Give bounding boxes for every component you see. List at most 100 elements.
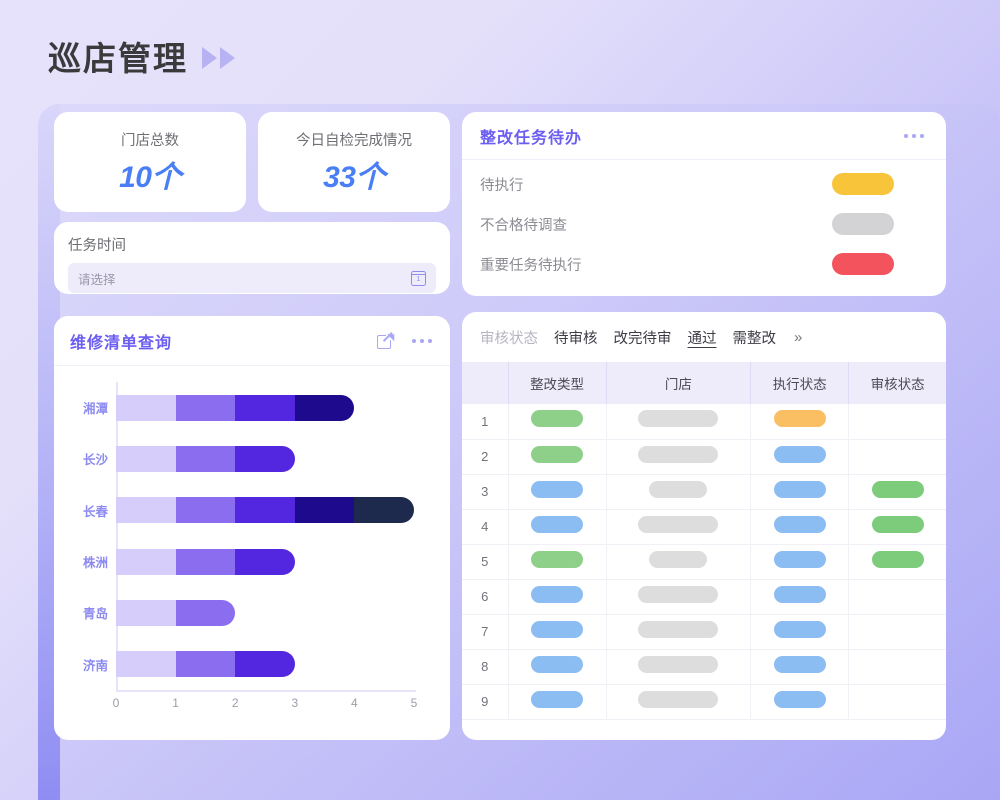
table-cell-execution-status <box>750 474 850 510</box>
table-cell-audit-status <box>848 509 946 545</box>
stat-label: 今日自检完成情况 <box>296 132 412 149</box>
table-cell-execution-status <box>750 684 850 720</box>
chart-bar-segment <box>116 394 176 421</box>
table-cell-rectification-type <box>508 614 607 650</box>
table-cell-audit-status <box>848 614 946 650</box>
chart-bar-segment <box>235 651 295 678</box>
table-row[interactable]: 1 <box>462 404 946 440</box>
more-dots-icon[interactable] <box>904 133 924 138</box>
chart-bar-segment <box>354 497 414 524</box>
table-column-header: 审核状态 <box>848 362 946 404</box>
share-icon[interactable] <box>377 331 395 349</box>
cell-placeholder-pill <box>773 445 826 463</box>
tabs-overflow-icon[interactable]: » <box>794 328 803 346</box>
page-header: 巡店管理 <box>48 32 235 80</box>
cell-placeholder-pill <box>531 655 584 673</box>
table-cell-store <box>606 684 752 720</box>
stat-card-today-selfcheck[interactable]: 今日自检完成情况 33个 <box>258 112 450 212</box>
cell-placeholder-pill <box>638 655 719 673</box>
task-time-label: 任务时间 <box>68 238 126 254</box>
chart-stacked-bar[interactable] <box>116 548 295 575</box>
chart-category-label: 株洲 <box>82 556 108 571</box>
chart-bar-segment <box>175 445 236 472</box>
table-row[interactable]: 5 <box>462 544 946 580</box>
stat-card-group: 门店总数 10个 今日自检完成情况 33个 <box>54 112 946 212</box>
table-row-index: 8 <box>462 649 509 685</box>
cell-placeholder-pill <box>649 480 708 498</box>
table-row[interactable]: 4 <box>462 509 946 545</box>
cell-placeholder-pill <box>773 585 826 603</box>
table-row[interactable]: 2 <box>462 439 946 475</box>
table-cell-audit-status <box>848 544 946 580</box>
table-cell-rectification-type <box>508 404 607 440</box>
stat-value: 10个 <box>119 160 181 194</box>
cell-placeholder-pill <box>638 690 719 708</box>
table-cell-rectification-type <box>508 544 607 580</box>
stat-card-total-stores[interactable]: 门店总数 10个 <box>54 112 246 212</box>
cell-placeholder-pill <box>773 515 826 533</box>
page-title: 巡店管理 <box>48 40 188 77</box>
triangle-right-icon-2 <box>220 47 235 69</box>
tab-改完待审[interactable]: 改完待审 <box>613 330 672 347</box>
repair-list-chart-card: 维修清单查询 湘潭 长沙 长春 株洲 青岛 济南 0 1 2 3 4 5 <box>54 316 450 740</box>
chart-bar-row: 青岛 <box>54 587 450 638</box>
table-row[interactable]: 6 <box>462 579 946 615</box>
cell-placeholder-pill <box>871 550 924 568</box>
table-cell-store <box>606 439 752 475</box>
chart-bar-segment <box>116 651 176 678</box>
table-cell-rectification-type <box>508 579 607 615</box>
tab-待审核[interactable]: 待审核 <box>554 330 598 347</box>
double-triangle-right-icon <box>202 47 235 69</box>
chart-bar-segment <box>294 394 355 421</box>
cell-placeholder-pill <box>773 655 826 673</box>
cell-placeholder-pill <box>773 620 826 638</box>
chart-x-tick-label: 2 <box>231 696 239 710</box>
table-cell-rectification-type <box>508 649 607 685</box>
table-cell-execution-status <box>750 509 850 545</box>
tab-需整改[interactable]: 需整改 <box>732 330 777 347</box>
cell-placeholder-pill <box>638 445 719 463</box>
table-row-index: 4 <box>462 509 509 545</box>
chart-stacked-bar[interactable] <box>116 651 295 678</box>
chart-card-title: 维修清单查询 <box>70 334 173 352</box>
table-cell-execution-status <box>750 439 850 475</box>
chart-stacked-bar[interactable] <box>116 497 414 524</box>
chart-card-header: 维修清单查询 <box>54 316 450 366</box>
todo-row[interactable]: 不合格待调查 <box>462 204 946 244</box>
table-column-header: 执行状态 <box>750 362 850 404</box>
cell-placeholder-pill <box>773 550 826 568</box>
table-cell-store <box>606 544 752 580</box>
chart-bar-row: 济南 <box>54 638 450 689</box>
more-dots-icon[interactable] <box>412 338 432 343</box>
cell-placeholder-pill <box>531 445 584 463</box>
table-cell-store <box>606 509 752 545</box>
tab-通过[interactable]: 通过 <box>687 330 717 347</box>
todo-row[interactable]: 待执行 <box>462 164 946 204</box>
table-cell-audit-status <box>848 404 946 440</box>
todo-row-label: 待执行 <box>480 177 524 194</box>
table-header-row: 整改类型 门店 执行状态 审核状态 <box>462 362 946 404</box>
todo-row[interactable]: 重要任务待执行 <box>462 244 946 284</box>
chart-bar-segment <box>175 497 236 524</box>
chart-category-label: 长春 <box>82 504 108 519</box>
table-cell-store <box>606 649 752 685</box>
cell-placeholder-pill <box>638 410 719 428</box>
table-cell-audit-status <box>848 684 946 720</box>
chart-bar-segment <box>235 394 295 421</box>
chart-stacked-bar[interactable] <box>116 445 295 472</box>
table-cell-store <box>606 404 752 440</box>
calendar-icon[interactable]: 1 <box>411 270 426 286</box>
table-cell-audit-status <box>848 474 946 510</box>
chart-stacked-bar[interactable] <box>116 599 236 626</box>
table-row[interactable]: 3 <box>462 474 946 510</box>
chart-stacked-bar[interactable] <box>116 394 355 421</box>
task-time-input[interactable]: 请选择 1 <box>68 263 436 293</box>
chart-card-tools <box>377 331 432 349</box>
table-row[interactable]: 9 <box>462 684 946 720</box>
table-row[interactable]: 8 <box>462 649 946 685</box>
table-row-index: 7 <box>462 614 509 650</box>
table-row[interactable]: 7 <box>462 614 946 650</box>
chart-x-tick-label: 3 <box>291 696 299 710</box>
chart-bar-segment <box>175 651 236 678</box>
